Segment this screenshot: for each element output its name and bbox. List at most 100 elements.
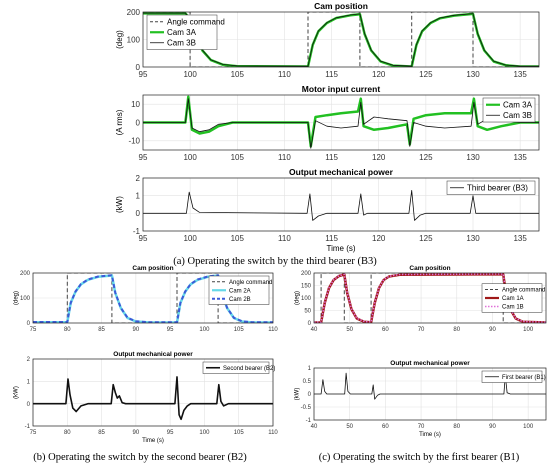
legend-box xyxy=(446,180,536,195)
chart-title: Output mechanical power xyxy=(113,351,193,358)
caption-c: (c) Operating the switch by the first be… xyxy=(319,452,520,463)
chart-c2: 40 50 60 70 80 90 100 -1 -0.5 0 0.5 1 Output mechani… xyxy=(294,360,547,438)
x-tick-label: 100 xyxy=(183,234,197,243)
legend: Third bearer (B3) xyxy=(446,180,536,195)
x-tick-label: 110 xyxy=(278,153,291,162)
axes-frame xyxy=(32,358,274,427)
x-tick-label: 95 xyxy=(139,234,148,243)
y-tick-label: 1 xyxy=(27,379,31,385)
legend: First bearer (B1) xyxy=(481,370,546,383)
x-axis-label: Time (s) xyxy=(326,244,355,253)
x-tick-label: 90 xyxy=(489,327,496,333)
x-tick-label: 40 xyxy=(311,327,318,333)
y-axis-label: (deg) xyxy=(294,291,300,305)
x-tick-label: 120 xyxy=(372,234,386,243)
x-tick-label: 105 xyxy=(231,234,245,243)
x-tick-label: 110 xyxy=(268,327,278,333)
axes-frame xyxy=(313,367,547,421)
legend-label: Cam 1A xyxy=(502,296,524,302)
x-tick-label: 80 xyxy=(453,424,460,430)
legend-box xyxy=(482,97,536,123)
y-tick-label: 100 xyxy=(20,296,31,302)
x-tick-label: 115 xyxy=(325,234,338,243)
caption-a: (a) Operating the switch by the third be… xyxy=(173,256,377,267)
x-tick-label: 90 xyxy=(133,430,140,436)
y-tick-label: -0.5 xyxy=(301,405,312,411)
series-line-cam-1b xyxy=(314,273,546,323)
legend-label: Cam 3A xyxy=(503,101,533,110)
y-tick-label: 200 xyxy=(127,8,141,17)
legend-label: Cam 1B xyxy=(502,305,524,311)
legend-label: First bearer (B1) xyxy=(502,375,546,381)
chart-title: Cam position xyxy=(314,1,368,11)
y-axis-label: (kW) xyxy=(115,196,124,213)
y-tick-label: 0 xyxy=(136,209,141,218)
y-tick-label: -1 xyxy=(25,424,31,430)
x-tick-label: 125 xyxy=(419,234,433,243)
x-tick-label: 110 xyxy=(278,70,291,79)
x-tick-label: 60 xyxy=(382,424,389,430)
x-tick-label: 105 xyxy=(234,430,245,436)
axes-frame xyxy=(142,94,540,151)
chart-a1: 95 100 105 110 115 120 125 130 135 0 100 200 Cam pos… xyxy=(115,1,540,79)
y-tick-label: 0 xyxy=(27,402,31,408)
chart-title: Output mechanical power xyxy=(289,167,394,177)
chart-title: Motor input current xyxy=(302,84,381,94)
x-tick-label: 100 xyxy=(183,153,197,162)
chart-a3: 95 100 105 110 115 120 125 130 135 -1 0 1 2 Output me… xyxy=(115,167,540,253)
x-tick-label: 105 xyxy=(231,70,245,79)
x-tick-label: 70 xyxy=(418,424,425,430)
series-line-third-bearer-b3- xyxy=(143,190,539,221)
y-tick-label: 0 xyxy=(136,118,141,127)
legend-label: Angle command xyxy=(229,280,272,286)
y-tick-label: 100 xyxy=(301,296,312,302)
y-axis-label: (A rms) xyxy=(115,109,124,135)
caption-b: (b) Operating the switch by the second b… xyxy=(33,452,247,463)
legend: Second bearer (B2) xyxy=(202,361,275,374)
x-tick-label: 70 xyxy=(418,327,425,333)
y-tick-label: 100 xyxy=(127,35,141,44)
x-tick-label: 100 xyxy=(199,327,210,333)
y-tick-label: 2 xyxy=(136,174,141,183)
x-tick-label: 85 xyxy=(98,327,105,333)
y-axis-label: (deg) xyxy=(13,291,19,305)
x-tick-label: 100 xyxy=(523,327,534,333)
y-tick-label: 150 xyxy=(301,284,312,290)
legend-label: Angle command xyxy=(167,18,225,27)
x-tick-label: 130 xyxy=(466,153,480,162)
legend-label: Angle command xyxy=(502,288,545,294)
x-axis-label: Time (s) xyxy=(419,432,441,438)
x-tick-label: 75 xyxy=(30,327,37,333)
x-tick-label: 100 xyxy=(183,70,197,79)
x-tick-label: 115 xyxy=(325,153,338,162)
y-axis-label: (deg) xyxy=(115,30,124,49)
y-tick-label: 50 xyxy=(304,309,311,315)
x-tick-label: 100 xyxy=(199,430,210,436)
legend-box xyxy=(481,370,543,383)
x-tick-label: 120 xyxy=(372,153,386,162)
series-line-second-bearer-b2- xyxy=(33,376,273,421)
y-tick-label: -10 xyxy=(128,137,140,146)
x-tick-label: 50 xyxy=(346,327,353,333)
legend-label: Second bearer (B2) xyxy=(223,366,275,372)
x-tick-label: 130 xyxy=(466,70,480,79)
y-tick-label: 0 xyxy=(308,321,312,327)
y-tick-label: 1 xyxy=(136,191,141,200)
x-axis-label: Time (s) xyxy=(142,438,164,444)
legend: Angle command Cam 1A Cam 1B xyxy=(481,283,545,313)
x-tick-label: 95 xyxy=(167,327,174,333)
series-line-cam-2b xyxy=(33,274,273,323)
x-tick-label: 125 xyxy=(419,70,433,79)
legend-label: Cam 2A xyxy=(229,288,251,294)
legend-label: Cam 3A xyxy=(167,28,197,37)
x-tick-label: 120 xyxy=(372,70,386,79)
x-tick-label: 95 xyxy=(139,70,148,79)
x-tick-label: 135 xyxy=(513,234,527,243)
series-line-cam-3b xyxy=(143,98,539,149)
axes-frame xyxy=(313,272,547,324)
x-tick-label: 75 xyxy=(30,430,37,436)
x-tick-label: 110 xyxy=(278,234,291,243)
x-tick-label: 95 xyxy=(167,430,174,436)
